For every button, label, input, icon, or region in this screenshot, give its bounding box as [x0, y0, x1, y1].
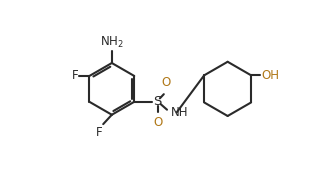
- Text: F: F: [72, 70, 78, 82]
- Text: O: O: [161, 76, 170, 89]
- Text: NH$_2$: NH$_2$: [100, 35, 124, 50]
- Text: S: S: [154, 95, 162, 108]
- Text: F: F: [96, 126, 102, 139]
- Text: NH: NH: [170, 106, 188, 119]
- Text: O: O: [153, 116, 162, 129]
- Text: OH: OH: [261, 69, 280, 82]
